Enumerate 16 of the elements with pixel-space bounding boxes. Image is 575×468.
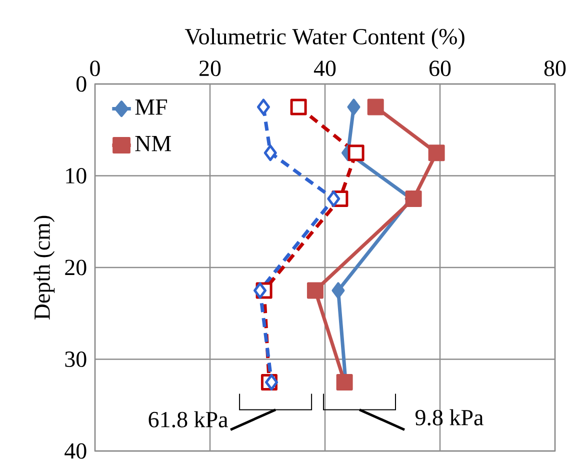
annotation: 9.8 kPa xyxy=(415,409,484,426)
annotation: 61.8 kPa xyxy=(148,411,228,428)
y-tick-label: 30 xyxy=(65,351,86,368)
legend-label: MF xyxy=(135,100,168,115)
y-tick-label: 0 xyxy=(76,76,86,92)
legend-label: NM xyxy=(135,136,171,152)
x-tick-label: 0 xyxy=(90,60,100,76)
y-tick-label: 40 xyxy=(64,443,86,459)
x-tick-label: 80 xyxy=(544,60,566,76)
x-axis-title: Volumetric Water Content (%) xyxy=(184,28,464,50)
y-axis-title: Depth (cm) xyxy=(34,216,55,320)
x-tick-label: 20 xyxy=(200,60,221,76)
y-tick-label: 10 xyxy=(66,168,86,184)
x-tick-label: 60 xyxy=(429,60,451,76)
y-tick-label: 20 xyxy=(65,260,86,276)
x-tick-label: 40 xyxy=(314,60,336,76)
